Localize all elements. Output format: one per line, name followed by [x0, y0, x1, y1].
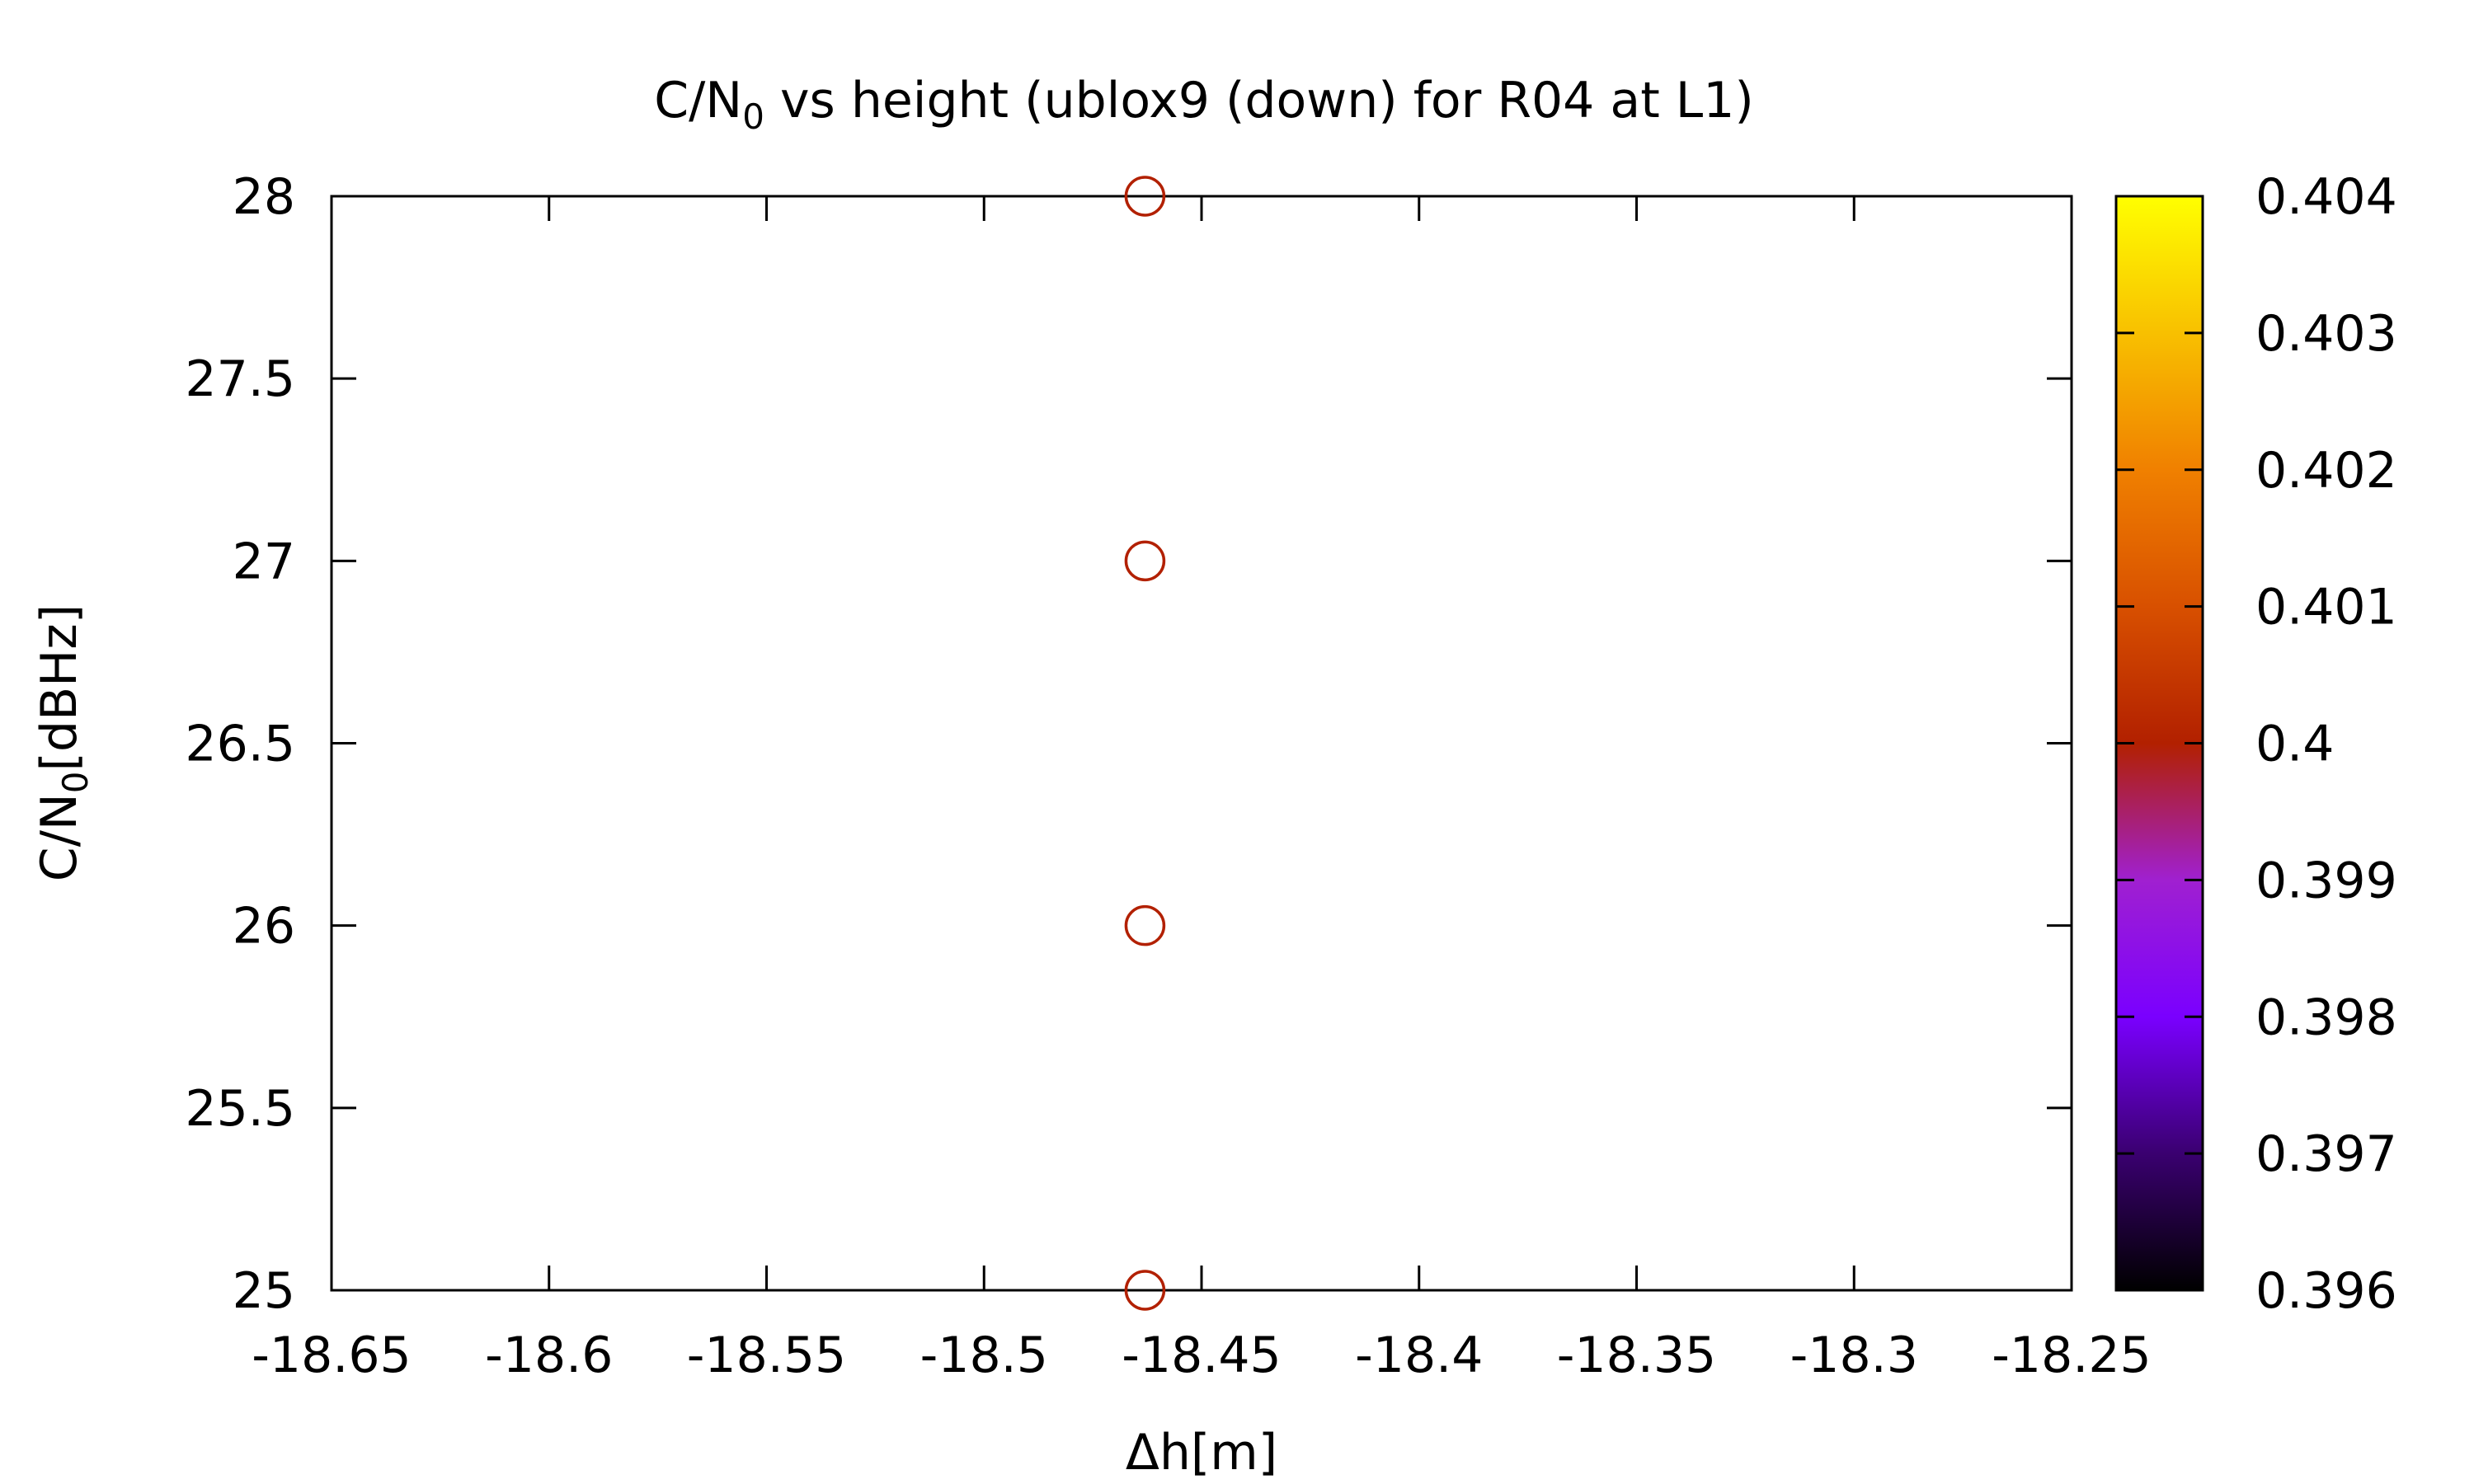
- x-tick-label: -18.3: [1790, 1327, 1918, 1384]
- colorbar-ticks: 0.396 0.397 0.398 0.399 0.4 0.401 0.402 0.403 0.…: [2116, 168, 2397, 1320]
- x-tick-label: -18.4: [1355, 1327, 1483, 1384]
- y-tick-label: 26.5: [185, 716, 295, 773]
- colorbar-tick-label: 0.4: [2255, 716, 2334, 773]
- y-axis-label: C/N0[dBHz]: [31, 604, 96, 881]
- chart-title-subscript: 0: [742, 96, 764, 137]
- y-tick-label: 28: [233, 168, 295, 226]
- y-tick-label: 25.5: [185, 1080, 295, 1138]
- x-tick-label: -18.65: [252, 1327, 411, 1384]
- x-tick-label: -18.35: [1557, 1327, 1716, 1384]
- chart-title: C/N0 vs height (ublox9 (down) for R04 at…: [654, 72, 1754, 137]
- x-tick-label: -18.6: [485, 1327, 613, 1384]
- y-tick-label: 27: [233, 533, 295, 590]
- data-point: [1124, 540, 1166, 582]
- x-axis-ticks: -18.65 -18.6 -18.55 -18.5 -18.45 -18.4 -18.35 -…: [252, 196, 2152, 1384]
- x-tick-label: -18.25: [1992, 1327, 2151, 1384]
- y-tick-label: 26: [233, 898, 295, 956]
- colorbar-tick-label: 0.402: [2255, 442, 2397, 500]
- x-axis-label: Δh[m]: [1126, 1424, 1277, 1482]
- y-tick-label: 25: [233, 1262, 295, 1320]
- colorbar-tick-label: 0.397: [2255, 1125, 2397, 1183]
- colorbar-tick-label: 0.399: [2255, 852, 2397, 909]
- colorbar-tick-label: 0.404: [2255, 168, 2397, 226]
- x-tick-label: -18.55: [687, 1327, 846, 1384]
- data-points: [1124, 176, 1166, 1311]
- plot-frame: [330, 195, 2073, 1292]
- colorbar: 0.396 0.397 0.398 0.399 0.4 0.401 0.402 0.403 0.…: [2114, 168, 2397, 1320]
- y-axis-ticks: 25 25.5 26 26.5 27 27.5 28: [185, 168, 2072, 1320]
- colorbar-tick-label: 0.403: [2255, 305, 2397, 363]
- x-tick-label: -18.45: [1122, 1327, 1281, 1384]
- data-point: [1124, 176, 1166, 217]
- data-point: [1124, 904, 1166, 946]
- colorbar-tick-label: 0.401: [2255, 579, 2397, 636]
- colorbar-tick-label: 0.398: [2255, 989, 2397, 1046]
- data-point: [1124, 1270, 1166, 1311]
- y-axis-label-subscript: 0: [55, 771, 96, 793]
- y-tick-label: 27.5: [185, 350, 295, 408]
- colorbar-tick-label: 0.396: [2255, 1262, 2397, 1320]
- x-tick-label: -18.5: [920, 1327, 1048, 1384]
